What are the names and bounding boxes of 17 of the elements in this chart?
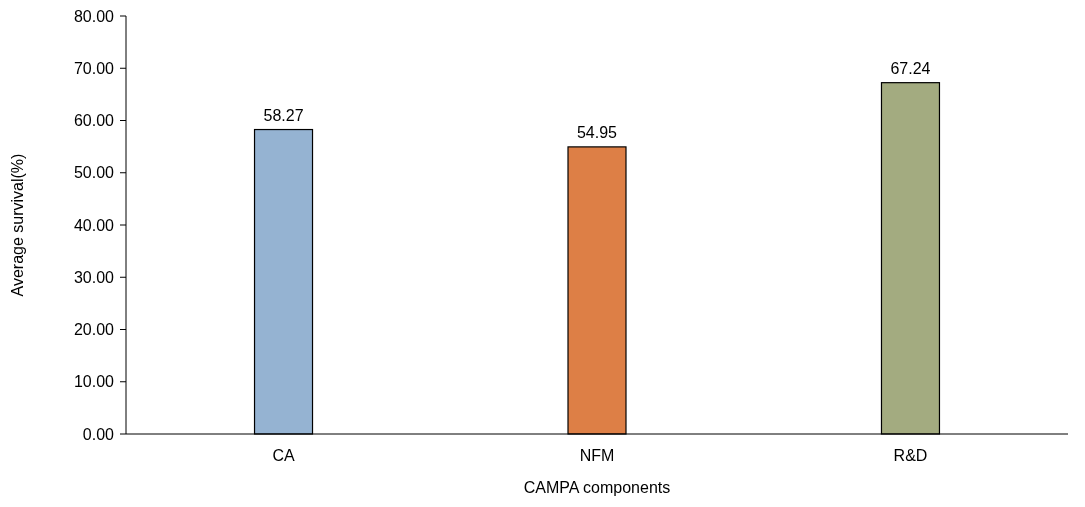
data-label: 58.27: [263, 106, 304, 124]
y-tick-label: 10.00: [73, 373, 115, 391]
y-tick-label: 0.00: [82, 425, 115, 443]
y-tick-label: 40.00: [73, 216, 115, 234]
y-tick-label: 30.00: [73, 268, 115, 286]
x-tick-label: R&D: [893, 447, 928, 464]
y-tick-label: 70.00: [73, 59, 115, 77]
y-tick-label: 60.00: [73, 112, 115, 130]
x-tick-label: CA: [272, 447, 295, 464]
y-tick-label: 50.00: [73, 164, 115, 182]
data-label: 54.95: [576, 123, 618, 141]
data-label: 67.24: [890, 59, 931, 77]
x-tick-label: NFM: [579, 447, 615, 464]
y-tick-label: 20.00: [73, 321, 115, 339]
x-axis-title: CAMPA components: [523, 479, 671, 496]
y-axis-title: Average survival(%): [9, 153, 26, 297]
y-tick-label: 80.00: [73, 7, 115, 25]
